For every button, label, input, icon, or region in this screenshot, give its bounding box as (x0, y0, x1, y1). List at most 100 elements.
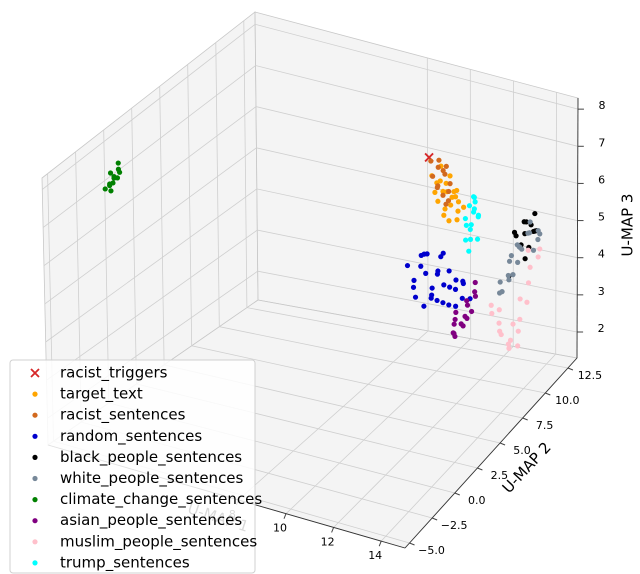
point (443, 180, 449, 186)
point (474, 236, 481, 242)
point (446, 218, 452, 224)
z-tick-label: 2 (598, 322, 605, 335)
grid-line (285, 69, 472, 514)
point (459, 295, 465, 301)
legend-marker (32, 518, 38, 524)
point (453, 277, 459, 283)
point (515, 259, 521, 265)
grid-line (43, 106, 578, 267)
x-tick (283, 513, 287, 519)
grid-line (45, 188, 578, 343)
point (412, 294, 419, 300)
point (430, 173, 436, 179)
point (441, 282, 447, 288)
point (497, 279, 503, 285)
point (467, 226, 473, 233)
point (537, 231, 543, 237)
point (452, 333, 458, 340)
point (519, 246, 525, 252)
point (440, 167, 446, 174)
point (438, 254, 444, 260)
legend-label: asian_people_sentences (60, 511, 242, 530)
point (472, 289, 478, 295)
y-axis-line (404, 357, 578, 549)
legend-marker (30, 368, 40, 378)
point (462, 215, 468, 222)
legend-marker (32, 454, 38, 460)
grid-line (238, 57, 429, 501)
point (515, 328, 521, 334)
point (448, 202, 454, 208)
point (496, 320, 502, 326)
point (466, 248, 472, 254)
point (525, 280, 532, 286)
point (523, 219, 530, 225)
z-axis-line (576, 97, 579, 359)
point (455, 199, 462, 205)
point (489, 310, 495, 317)
y-tick-label: 12.5 (578, 369, 603, 382)
point (470, 194, 477, 200)
legend-marker (32, 539, 38, 545)
y-tick-label: 2.5 (491, 469, 509, 482)
points (102, 152, 543, 351)
point (114, 175, 121, 181)
z-tick-label: 7 (598, 136, 605, 149)
point (115, 160, 121, 166)
y-tick (499, 442, 506, 446)
point (472, 199, 478, 205)
y-tick-label: −2.5 (441, 519, 468, 532)
y-tick-label: −5.0 (418, 544, 445, 557)
point (530, 247, 537, 253)
legend-marker (32, 475, 38, 482)
z-tick-label: 5 (598, 211, 605, 224)
point (453, 309, 459, 315)
point (440, 300, 446, 306)
pane-y (254, 11, 579, 359)
point (429, 285, 435, 291)
point (452, 316, 458, 323)
grid-line (46, 229, 578, 381)
point (447, 173, 453, 179)
point (505, 341, 511, 347)
point (435, 164, 441, 170)
point (537, 246, 543, 252)
point (404, 262, 411, 269)
point (423, 270, 429, 276)
point (488, 302, 494, 308)
point (446, 188, 452, 195)
point (436, 157, 442, 163)
y-tick-label: 7.5 (536, 419, 554, 432)
point (510, 321, 516, 327)
x-tick-label: 12 (321, 535, 335, 548)
point (513, 233, 519, 239)
point (535, 254, 541, 260)
legend-label: target_text (60, 385, 143, 404)
point (434, 184, 440, 191)
y-tick (567, 367, 574, 371)
point (460, 323, 466, 329)
y-tick (477, 467, 483, 471)
x-tick (378, 540, 382, 547)
x-tick-label: 10 (273, 522, 287, 535)
point (499, 289, 505, 295)
point (447, 181, 453, 187)
point (447, 284, 453, 290)
point (514, 242, 520, 248)
y-tick (545, 392, 551, 396)
point (108, 188, 114, 194)
grid-line (44, 147, 578, 305)
point (410, 284, 417, 290)
point (461, 204, 467, 210)
grid-line (380, 92, 557, 542)
point (411, 277, 417, 283)
point (524, 299, 530, 305)
y-tick (431, 517, 438, 521)
point (508, 253, 515, 259)
point (455, 208, 461, 214)
legend-label: climate_change_sentences (60, 490, 262, 509)
point (467, 236, 474, 242)
point (421, 303, 427, 309)
point (535, 236, 541, 243)
